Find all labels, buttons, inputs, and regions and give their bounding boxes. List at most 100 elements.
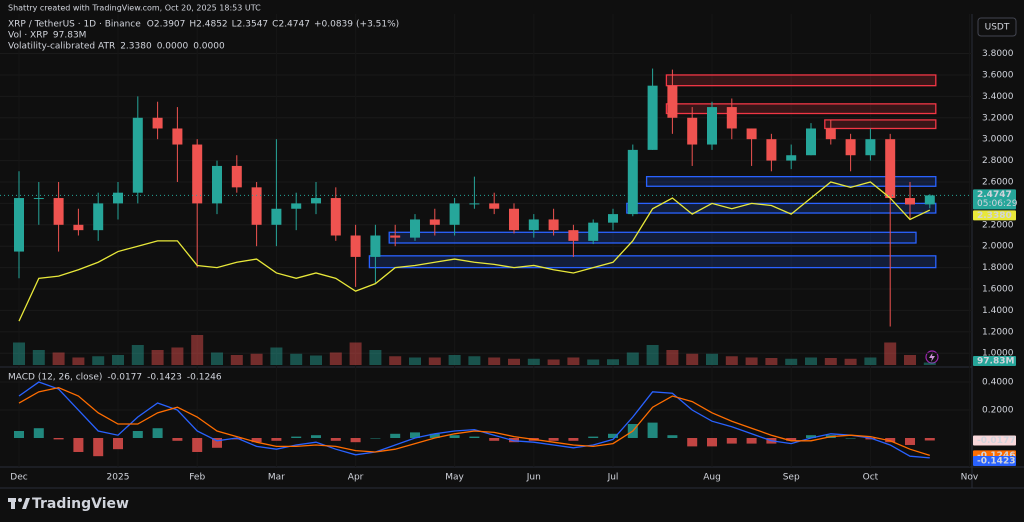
symbol-title: XRP / TetherUS · 1D · Binance [8, 20, 141, 30]
candle-body [53, 198, 64, 225]
volume-bar [488, 357, 501, 365]
candle-body [825, 128, 836, 140]
x-tick-label: Oct [863, 473, 879, 483]
macd-histogram-bar [806, 435, 816, 438]
macd-histogram-bar [33, 428, 44, 438]
legend-value: 2.3547 [237, 20, 269, 30]
volume-bar [389, 356, 402, 365]
volume-bar [884, 342, 897, 365]
brand-name: TradingView [32, 496, 129, 512]
candle-body [449, 203, 460, 225]
volume-bar [13, 342, 25, 365]
macd-value: -0.1246 [187, 373, 222, 383]
x-tick-label: Jun [526, 473, 541, 483]
x-tick-label: Apr [348, 473, 364, 483]
candle-body [766, 139, 777, 161]
candle-body [410, 219, 420, 238]
candle-body [726, 107, 737, 129]
candle-body [627, 149, 638, 215]
price-tag-bg [973, 189, 1016, 210]
zone [645, 175, 937, 187]
candle-body [152, 117, 163, 129]
volume-bar [864, 357, 877, 365]
candle-body [192, 144, 203, 204]
y-tick-label: 1.4000 [982, 306, 1014, 316]
volume-bar [547, 359, 560, 365]
legend-key: L [232, 20, 237, 30]
price-tag: 2.4747 [977, 190, 1012, 200]
candle-body [370, 235, 381, 257]
candle-body [311, 198, 321, 204]
candle-body [707, 107, 717, 145]
volume-bar [112, 355, 124, 365]
candle-body [845, 139, 856, 156]
candle-body [885, 139, 896, 199]
volume-bar [607, 359, 619, 365]
volume-tag-bg [973, 356, 1016, 366]
legend-key: O [147, 20, 154, 30]
macd-value: -0.0177 [107, 373, 142, 383]
atr-line [18, 181, 931, 322]
x-tick-label: Aug [703, 473, 721, 483]
candle-body [350, 235, 361, 257]
macd-histogram-bar [924, 437, 935, 441]
logo-part [22, 498, 30, 509]
macd-title: MACD (12, 26, close) [8, 373, 102, 383]
volume-bar [805, 357, 817, 365]
zone [368, 255, 937, 269]
macd-histogram-bar [845, 437, 856, 439]
macd-histogram-bar [251, 437, 262, 443]
volume-bar [765, 358, 778, 365]
x-tick-label: Mar [268, 473, 285, 483]
macd-line-tag: -0.1423 [977, 457, 1015, 467]
macd-histogram-bar [707, 437, 717, 447]
volume-bar [230, 355, 243, 365]
macd-histogram-bar [568, 437, 579, 441]
y-tick-label: 2.0000 [982, 242, 1014, 252]
volume-bar [666, 350, 679, 365]
currency-label[interactable]: USDT [985, 23, 1010, 33]
candle-body [746, 128, 757, 140]
macd-histogram-bar [390, 433, 401, 438]
macd-histogram-bar [330, 437, 341, 441]
x-tick-label: Feb [189, 473, 205, 483]
macd-histogram-bar [132, 431, 143, 438]
x-tick-label: Dec [10, 473, 27, 483]
zone [388, 231, 917, 244]
candle-body [93, 203, 104, 231]
x-tick-label: May [445, 473, 464, 483]
candle-body [469, 203, 480, 205]
zone [824, 119, 937, 130]
atr-tag-bg [973, 210, 1016, 221]
candle-body [548, 219, 559, 231]
x-tick-label: 2025 [107, 473, 130, 483]
y-tick-label: 0.2000 [982, 406, 1014, 416]
legend-change: +0.0839 [314, 20, 353, 30]
volume-bar [824, 358, 837, 365]
candle-body [806, 128, 816, 156]
macd-histogram-bar [449, 435, 460, 438]
volume-bar [92, 356, 105, 365]
volume-bar [171, 347, 184, 365]
volume-bar [468, 356, 481, 365]
volume-bar [844, 358, 857, 365]
candle-body [251, 187, 262, 225]
volume-bar [448, 355, 461, 365]
x-tick-label: Sep [783, 473, 800, 483]
zone [626, 202, 937, 214]
candle-body [390, 235, 401, 238]
candle-body [33, 198, 44, 200]
y-tick-label: 1.2000 [982, 327, 1014, 337]
y-tick-label: 2.8000 [982, 156, 1014, 166]
macd-histogram-bar [509, 437, 519, 443]
y-tick-label: 0.4000 [982, 378, 1014, 388]
alert-icon[interactable] [925, 350, 939, 364]
macd-histogram-bar [291, 436, 302, 438]
volume-bar [725, 356, 738, 365]
y-tick-label: 1.0000 [982, 349, 1014, 359]
y-tick-label: 3.6000 [982, 70, 1014, 80]
atr-value: 2.3380 [120, 42, 152, 52]
currency-button[interactable] [977, 17, 1017, 37]
candle-body [568, 230, 579, 241]
